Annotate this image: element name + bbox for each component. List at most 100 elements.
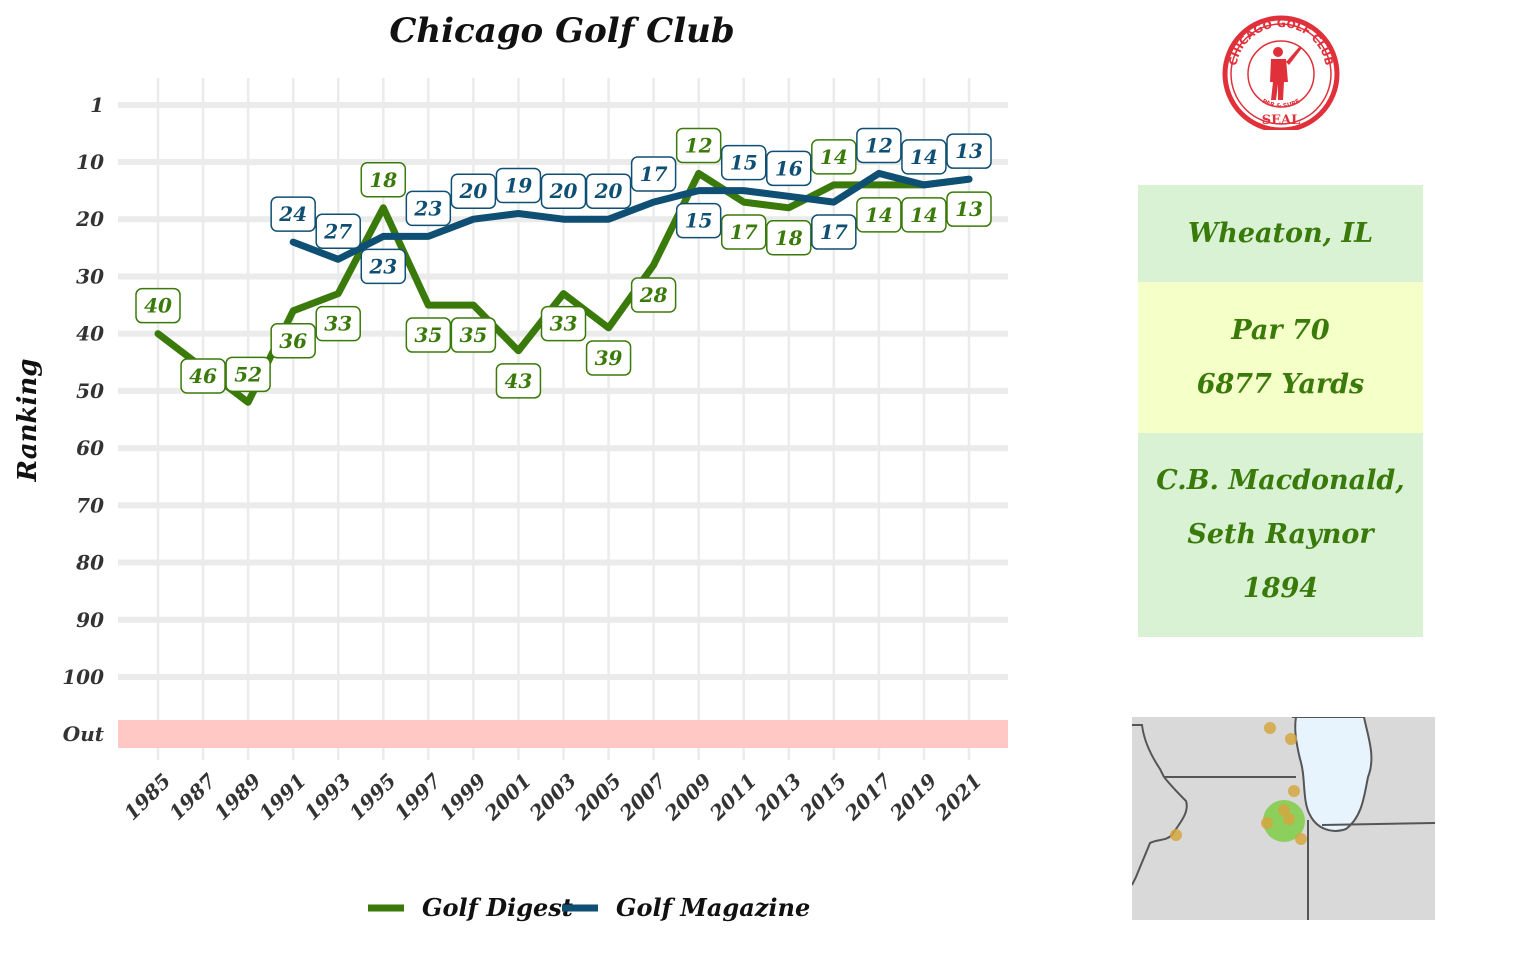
data-label-golf-digest: 12 [675,127,722,164]
y-tick-label-out: Out [63,722,105,746]
x-tick-label: 2021 [929,769,986,826]
svg-text:14: 14 [820,145,848,169]
x-tick-label: 1993 [299,769,355,825]
y-axis-title: Ranking [13,359,43,483]
svg-text:33: 33 [550,312,578,336]
y-tick-label: 10 [76,150,104,174]
data-label-golf-digest: 14 [856,197,902,233]
svg-text:24: 24 [278,202,307,226]
svg-text:12: 12 [685,133,713,157]
svg-text:12: 12 [865,133,893,157]
data-label-golf-magazine: 19 [495,167,542,204]
data-label-golf-digest: 18 [360,162,407,198]
svg-text:20: 20 [549,179,578,203]
data-label-golf-magazine: 27 [315,213,361,250]
x-tick-label: 1991 [254,769,310,825]
series-lines [154,169,973,406]
x-tick-label: 1995 [344,769,400,825]
data-label-golf-magazine: 24 [270,196,316,232]
svg-text:33: 33 [324,312,352,336]
location-map [1131,716,1436,920]
chart-title: Chicago Golf Club [389,11,734,51]
data-label-golf-magazine: 23 [360,248,407,285]
yards-text: 6877 Yards [1196,368,1365,400]
x-tick-label: 2005 [569,769,626,826]
data-label-golf-digest: 18 [766,220,812,256]
data-label-golf-magazine: 20 [450,173,497,209]
svg-text:17: 17 [640,162,668,186]
x-tick-label: 1997 [390,769,446,825]
svg-text:14: 14 [910,145,938,169]
data-label-golf-digest: 39 [585,340,632,376]
data-label-golf-digest: 33 [540,305,587,342]
svg-text:16: 16 [775,156,803,180]
x-tick-label: 2003 [524,769,581,826]
data-label-golf-digest: 13 [946,191,992,227]
y-tick-label: 20 [75,207,104,231]
data-label-golf-digest: 35 [450,317,497,353]
architect-line-1: C.B. Macdonald, [1156,465,1405,496]
data-label-golf-digest: 52 [225,356,271,393]
svg-text:27: 27 [323,219,352,243]
svg-text:18: 18 [775,226,803,250]
data-label-golf-magazine: 20 [540,173,587,209]
svg-text:52: 52 [234,362,262,386]
out-band [118,720,1008,748]
y-tick-label: 50 [76,379,104,403]
data-labels: 40 46 52 36 33 18 35 35 43 33 39 28 12 17 18 14 14 14 13 24… [135,127,992,399]
x-tick-label: 2015 [794,769,851,826]
svg-text:39: 39 [595,346,623,370]
data-label-golf-magazine: 16 [766,150,812,187]
data-label-golf-magazine: 12 [856,127,902,164]
y-tick-label: 80 [75,551,104,575]
data-label-golf-magazine: 17 [811,214,857,250]
legend: Golf Digest Golf Magazine [368,893,810,922]
svg-text:20: 20 [594,179,623,203]
y-tick-label: 60 [76,436,104,460]
location-text: Wheaton, IL [1187,217,1374,249]
data-label-golf-digest: 36 [270,323,316,359]
data-label-golf-digest: 33 [315,305,361,342]
svg-text:SEAL: SEAL [1262,113,1301,128]
svg-text:15: 15 [685,209,713,233]
architect-line-2: Seth Raynor [1187,519,1374,550]
svg-text:18: 18 [369,168,397,192]
par-text: Par 70 [1231,314,1330,346]
svg-text:43: 43 [505,369,533,393]
x-tick-label: 2007 [614,769,671,826]
data-label-golf-magazine: 23 [405,190,452,227]
x-tick-label: 1999 [435,769,491,825]
svg-text:13: 13 [955,197,983,221]
data-label-golf-magazine: 15 [675,202,722,239]
course-info-panel: Wheaton, IL Par 70 6877 Yards C.B. Macdo… [1138,185,1423,637]
data-label-golf-magazine: 13 [946,133,992,169]
svg-text:36: 36 [279,329,307,353]
data-label-golf-digest: 46 [180,358,226,394]
x-tick-label: 1989 [209,769,265,825]
svg-text:13: 13 [955,139,983,163]
svg-text:14: 14 [910,203,938,227]
x-tick-label: 2009 [659,769,716,826]
legend-label-0: Golf Digest [422,893,573,922]
data-label-golf-magazine: 20 [585,173,632,209]
data-label-golf-digest: 14 [901,197,947,233]
y-tick-label: 90 [76,608,104,632]
architect-box: C.B. Macdonald, Seth Raynor 1894 [1138,433,1423,637]
svg-text:23: 23 [368,254,397,278]
data-label-golf-digest: 35 [405,317,452,353]
y-tick-label: 1 [90,93,104,117]
svg-text:23: 23 [413,196,442,220]
y-tick-label: 30 [76,264,104,288]
svg-text:20: 20 [458,179,487,203]
y-axis: 1 10 20 30 40 50 60 70 80 90 100 Out [62,93,105,746]
x-axis: 1985198719891991199319951997199920012003… [119,769,986,826]
x-tick-label: 2017 [839,769,896,826]
data-label-golf-magazine: 17 [630,156,677,192]
svg-text:46: 46 [189,364,217,388]
series-line-0 [154,169,973,406]
svg-text:17: 17 [730,220,758,244]
data-label-golf-magazine: 15 [720,144,767,181]
series-line-1 [289,169,973,263]
svg-text:14: 14 [865,203,893,227]
